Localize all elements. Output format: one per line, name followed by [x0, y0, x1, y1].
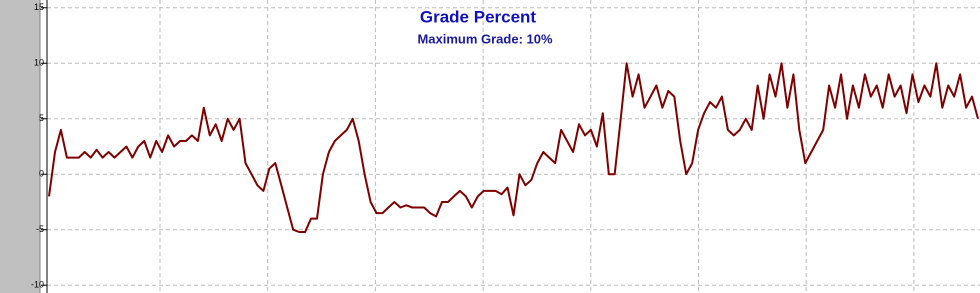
y-tick-label: 15: [34, 2, 44, 12]
y-tick-label: 5: [39, 113, 44, 123]
y-tick-label: -5: [36, 224, 44, 234]
chart-title: Grade Percent: [420, 7, 537, 26]
side-panel: [0, 0, 40, 293]
chart-subtitle: Maximum Grade: 10%: [417, 31, 553, 46]
y-tick-label: 10: [34, 58, 44, 68]
grade-line: [48, 62, 979, 233]
y-tick-label: -10: [31, 280, 44, 290]
y-tick-label: 0: [39, 169, 44, 179]
